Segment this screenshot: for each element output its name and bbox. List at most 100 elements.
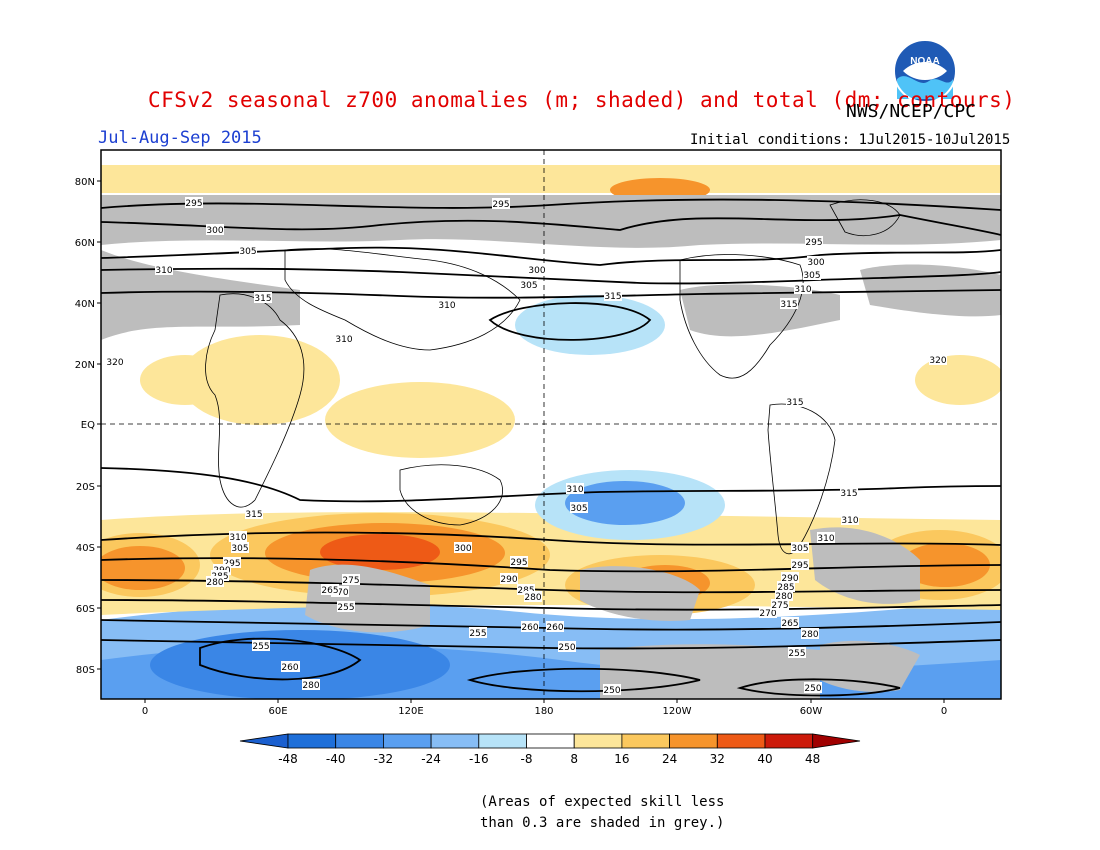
colorbar-segment — [764, 733, 814, 749]
contour-label: 300 — [807, 258, 824, 268]
contour-label-bg — [840, 487, 858, 498]
noaa-logo: NOAA — [893, 39, 957, 103]
contour-label: 280 — [775, 592, 792, 602]
contour-label-bg — [206, 224, 224, 235]
grey-antarctic — [600, 644, 820, 699]
contour-label-bg — [229, 531, 247, 542]
grey-south-atlantic — [810, 527, 920, 604]
contour-label-bg — [302, 679, 320, 690]
contour-label: 320 — [106, 358, 123, 368]
contour-label: 260 — [521, 623, 538, 633]
skill-note-line1: (Areas of expected skill less — [480, 794, 725, 810]
contour-label-bg — [929, 354, 947, 365]
colorbar-segment — [526, 733, 575, 749]
lat-label: 20S — [76, 482, 95, 493]
colorbar-segment — [669, 733, 718, 749]
contour-label-bg — [780, 298, 798, 309]
contour-label: 300 — [528, 266, 545, 276]
lat-label: 20N — [75, 360, 95, 371]
colorbar-segment — [287, 733, 337, 749]
contour-label: 280 — [206, 578, 223, 588]
contour-label-bg — [106, 356, 124, 367]
contour-label: 300 — [454, 544, 471, 554]
lat-label: EQ — [81, 420, 95, 431]
contour-label-bg — [254, 292, 272, 303]
colorbar-left-arrow — [239, 733, 289, 749]
contour-label: 315 — [245, 510, 262, 520]
contour-label-bg — [603, 684, 621, 695]
contour-label-bg — [469, 627, 487, 638]
colorbar: -48 -40 -32 -24 -16 -8 8 16 24 32 40 48 — [239, 733, 861, 766]
anomaly-yellow-indonesia — [325, 382, 515, 458]
contour-label: 305 — [239, 247, 256, 257]
contour-label: 250 — [558, 643, 575, 653]
contour-label: 280 — [524, 593, 541, 603]
colorbar-tick-label: -24 — [421, 752, 441, 766]
contour-label-bg — [155, 264, 173, 275]
lon-label: 60E — [268, 706, 287, 717]
colorbar-tick-label: 40 — [757, 752, 772, 766]
lat-label: 60S — [76, 604, 95, 615]
contour-label: 275 — [342, 576, 359, 586]
contour-label: 310 — [817, 534, 834, 544]
colorbar-tick-label: 24 — [662, 752, 677, 766]
contour-label-bg — [239, 245, 257, 256]
lon-label: 180 — [534, 706, 553, 717]
contour-label-bg — [517, 584, 535, 595]
contour-label: 310 — [841, 516, 858, 526]
contour-label: 280 — [801, 630, 818, 640]
contour-label-bg — [223, 557, 241, 568]
contour-label-bg — [321, 584, 339, 595]
agency-label: NWS/NCEP/CPC — [846, 101, 977, 122]
lon-label: 0 — [142, 706, 148, 717]
contour-label-bg — [231, 542, 249, 553]
contour-label: 310 — [155, 266, 172, 276]
contour-label: 255 — [469, 629, 486, 639]
contour-label-bg — [759, 607, 777, 618]
colorbar-segment — [382, 733, 432, 749]
contour-label-bg — [252, 640, 270, 651]
contour-label-bg — [213, 564, 231, 575]
contour-label-bg — [342, 574, 360, 585]
lon-label: 120E — [398, 706, 423, 717]
contour-label: 305 — [231, 544, 248, 554]
longitude-labels: 0 60E 120E 180 120W 60W 0 — [142, 699, 947, 717]
contour-label: 250 — [603, 686, 620, 696]
contour-label-bg — [245, 508, 263, 519]
lon-label: 120W — [663, 706, 692, 717]
contour-label-bg — [807, 256, 825, 267]
contour-label-bg — [604, 290, 622, 301]
lon-label: 60W — [800, 706, 823, 717]
contour-label: 310 — [229, 533, 246, 543]
latitude-labels: 80N 60N 40N 20N EQ 20S 40S 60S 80S — [75, 177, 101, 676]
contour-label-bg — [775, 590, 793, 601]
colorbar-tick-label: -32 — [374, 752, 394, 766]
colorbar-tick-label: 32 — [710, 752, 725, 766]
lat-label: 40S — [76, 543, 95, 554]
contour-label: 270 — [759, 609, 776, 619]
contour-label-bg — [566, 483, 584, 494]
contour-label-bg — [524, 591, 542, 602]
contour-label: 270 — [331, 588, 348, 598]
contour-label-bg — [281, 661, 299, 672]
contour-label-bg — [804, 682, 822, 693]
contour-label-bg — [520, 279, 538, 290]
contour-label: 295 — [223, 559, 240, 569]
contour-label-bg — [206, 576, 224, 587]
contour-label: 295 — [805, 238, 822, 248]
contour-label-bg — [781, 572, 799, 583]
contour-label: 310 — [794, 285, 811, 295]
contour-label: 290 — [500, 575, 517, 585]
anomaly-yellow-arctic — [101, 165, 1001, 193]
colorbar-tick-label: -16 — [469, 752, 489, 766]
colorbar-segment — [335, 733, 384, 749]
contour-label: 265 — [321, 586, 338, 596]
contour-label-bg — [817, 532, 835, 543]
grey-north-band — [101, 195, 1001, 248]
contour-label: 315 — [840, 489, 857, 499]
colorbar-tick-label: -48 — [278, 752, 298, 766]
anomaly-yellow-africa — [180, 335, 340, 425]
contour-label: 315 — [786, 398, 803, 408]
contour-label-bg — [438, 299, 456, 310]
contour-label-bg — [331, 586, 349, 597]
